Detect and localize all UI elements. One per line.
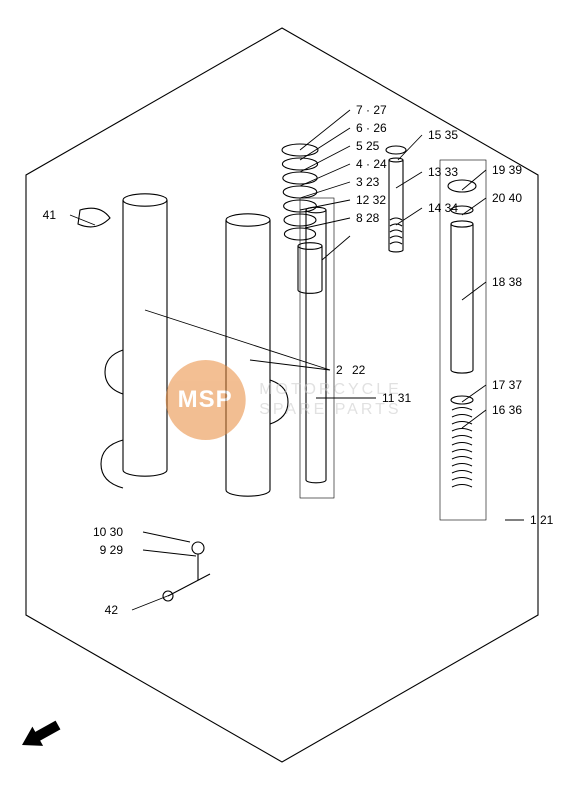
callout-label: 16 36	[492, 403, 522, 417]
leader-line	[305, 218, 350, 228]
callout-label: 42	[105, 603, 119, 617]
callout-label: 2	[336, 363, 343, 377]
callout-label: 5 25	[356, 139, 380, 153]
leader-line	[132, 595, 170, 610]
callout-label: 15 35	[428, 128, 458, 142]
callout-label: 8 28	[356, 211, 380, 225]
leader-line	[300, 182, 350, 198]
callout-label: 20 40	[492, 191, 522, 205]
fork-assembly	[78, 144, 486, 601]
leader-line	[462, 282, 486, 300]
leader-line	[300, 164, 350, 186]
boundary-hex	[26, 28, 538, 762]
callout-label: 3 23	[356, 175, 380, 189]
callout-label: 14 34	[428, 201, 458, 215]
callout-label: 18 38	[492, 275, 522, 289]
callout-label: 13 33	[428, 165, 458, 179]
parts-diagram: 7 · 27 6 · 26 5 25 4 · 24 3 23 12 32 8 28 15 35…	[0, 0, 567, 800]
callout-label: 19 39	[492, 163, 522, 177]
leader-line	[398, 135, 422, 160]
callout-label: 1 21	[530, 513, 554, 527]
callout-label: 10 30	[93, 525, 123, 539]
callout-label: 6 · 26	[356, 121, 387, 135]
orientation-arrow	[22, 721, 60, 746]
callout-label: 9 29	[100, 543, 124, 557]
leader-line	[145, 310, 330, 370]
leader-line	[70, 215, 95, 225]
leader-line	[250, 360, 330, 370]
callout-label: 7 · 27	[356, 103, 387, 117]
callout-label: 4 · 24	[356, 157, 387, 171]
leader-line	[143, 532, 190, 542]
leader-line	[143, 550, 196, 556]
callout-label: 17 37	[492, 378, 522, 392]
callout-label: 41	[43, 208, 57, 222]
callout-label: 22	[352, 363, 366, 377]
leader-line	[396, 208, 422, 225]
leader-line	[462, 385, 486, 402]
callout-label: 11 31	[382, 391, 411, 405]
leader-line	[396, 172, 422, 188]
leader-line	[462, 410, 486, 428]
callout-label: 12 32	[356, 193, 386, 207]
